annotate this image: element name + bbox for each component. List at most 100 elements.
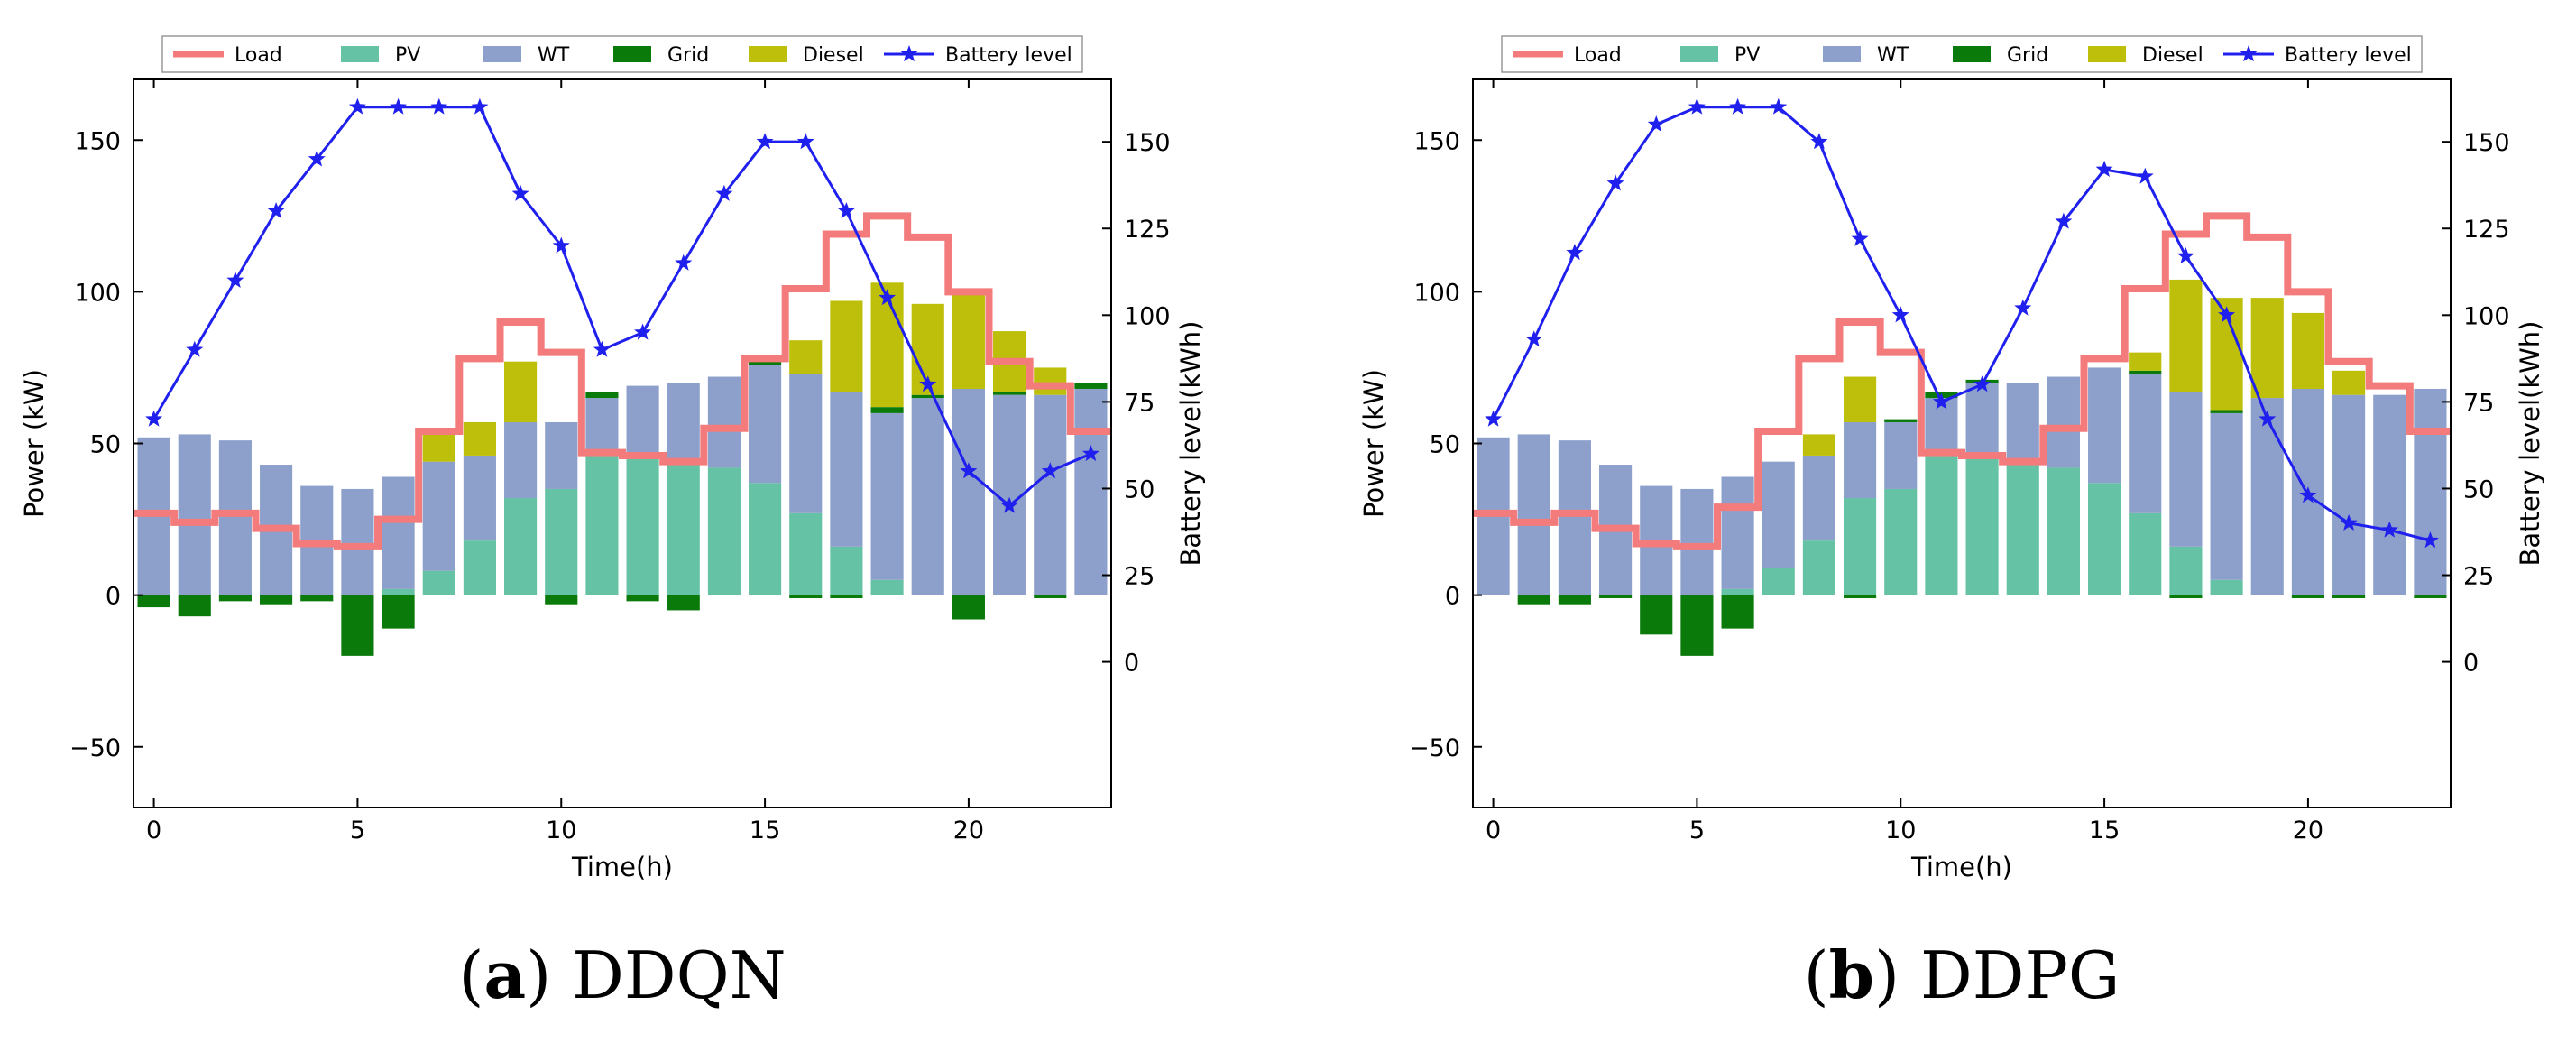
battery-marker <box>2014 299 2032 316</box>
bar-pv <box>585 455 619 595</box>
bar-wt <box>218 440 252 595</box>
battery-marker <box>1688 97 1706 115</box>
bar-diesel <box>952 291 985 389</box>
bar-pv <box>789 512 823 595</box>
bar-diesel <box>870 282 904 408</box>
bar-pv <box>1884 488 1918 595</box>
bar-pv <box>1802 540 1835 595</box>
battery-marker <box>960 462 978 479</box>
battery-marker <box>1810 133 1828 150</box>
bar-pv <box>749 483 782 595</box>
bar-wt <box>2129 374 2162 513</box>
caption-b: (b) DDPG <box>1803 937 2121 1013</box>
y2-tick-label: 150 <box>1124 129 1171 157</box>
bar-diesel <box>422 431 455 462</box>
legend-label: Battery level <box>945 44 1072 67</box>
bar-pv <box>2210 579 2243 595</box>
bar-diesel <box>1844 376 1877 422</box>
bar-grid <box>1844 595 1877 598</box>
bar-wt <box>2006 383 2039 462</box>
plot-area-b <box>1473 97 2451 656</box>
y-axis-label: Power (kW) <box>1358 369 1389 518</box>
bar-diesel <box>2250 298 2284 399</box>
bar-pv <box>2088 483 2121 595</box>
bar-wt <box>2250 398 2284 595</box>
bar-wt <box>463 455 496 541</box>
bar-wt <box>870 412 904 580</box>
bar-wt <box>1925 398 1958 456</box>
bar-grid <box>1034 595 1067 598</box>
x-tick-label: 0 <box>1486 817 1501 845</box>
battery-marker <box>2299 486 2317 503</box>
x-axis-label: Time(h) <box>1910 852 2012 882</box>
bar-wt <box>382 476 415 589</box>
bar-wt <box>830 392 863 547</box>
bar-wt <box>1034 394 1067 595</box>
battery-marker <box>186 340 204 357</box>
bar-grid <box>789 595 823 598</box>
legend-label: Diesel <box>2142 44 2203 67</box>
bar-grid <box>2291 595 2324 598</box>
y2-tick-label: 25 <box>2463 563 2494 591</box>
bar-pv <box>504 498 538 595</box>
bar-wt <box>749 365 782 484</box>
y-tick-label: 100 <box>1413 279 1460 307</box>
legend-star-marker <box>900 45 918 62</box>
battery-marker <box>1606 174 1624 191</box>
bar-grid <box>218 595 252 602</box>
caption-name: DDPG <box>1920 937 2121 1013</box>
legend-label: Battery level <box>2285 44 2412 67</box>
battery-line <box>152 106 1092 508</box>
bar-grid <box>1517 595 1550 605</box>
bar-pv <box>2129 512 2162 595</box>
bar-grid <box>993 392 1026 395</box>
bar-wt <box>2210 412 2243 580</box>
legend-label: PV <box>1734 44 1760 67</box>
bar-grid <box>2169 595 2203 598</box>
battery-marker <box>348 97 366 115</box>
battery-marker <box>2340 513 2358 531</box>
bar-wt <box>545 421 578 489</box>
bar-wt <box>911 398 944 595</box>
bar-grid <box>1599 595 1633 598</box>
y2-axis-label: Battery level(kWh) <box>1175 321 1206 567</box>
legend-swatch <box>613 46 651 62</box>
battery-marker <box>1000 496 1018 513</box>
y2-tick-label: 25 <box>1124 563 1155 591</box>
bar-grid <box>626 595 659 602</box>
battery-marker <box>1770 97 1788 115</box>
x-tick-label: 10 <box>546 817 576 845</box>
battery-marker <box>1525 330 1543 347</box>
bar-diesel <box>2129 352 2162 371</box>
bar-grid <box>137 595 170 608</box>
y-tick-label: 0 <box>1445 583 1460 611</box>
legend-swatch <box>1953 46 1991 62</box>
bar-grid <box>2129 370 2162 374</box>
bar-grid <box>382 595 415 629</box>
y2-tick-label: 0 <box>2463 650 2479 678</box>
battery-marker <box>1973 375 1992 392</box>
bar-grid <box>667 595 700 611</box>
bar-wt <box>2332 394 2366 595</box>
bar-diesel <box>1034 367 1067 395</box>
battery-marker <box>552 236 570 254</box>
bar-wt <box>1558 440 1591 595</box>
bar-grid <box>1721 595 1754 629</box>
bar-pv <box>463 540 496 595</box>
legend-label: Grid <box>667 44 709 67</box>
bar-wt <box>2047 376 2080 468</box>
x-tick-label: 20 <box>2293 817 2323 845</box>
y2-tick-label: 75 <box>1124 389 1155 417</box>
bar-grid <box>260 595 293 605</box>
battery-marker <box>267 202 285 219</box>
legend-label: Load <box>1574 44 1622 67</box>
legend-swatch <box>483 46 521 62</box>
bar-grid <box>870 407 904 413</box>
legend-label: Load <box>235 44 282 67</box>
bar-grid <box>911 394 944 399</box>
battery-marker <box>634 323 652 340</box>
y2-tick-label: 150 <box>2463 129 2510 157</box>
bar-pv <box>1762 568 1795 595</box>
y2-tick-label: 125 <box>2463 216 2510 244</box>
bar-grid <box>178 595 211 617</box>
